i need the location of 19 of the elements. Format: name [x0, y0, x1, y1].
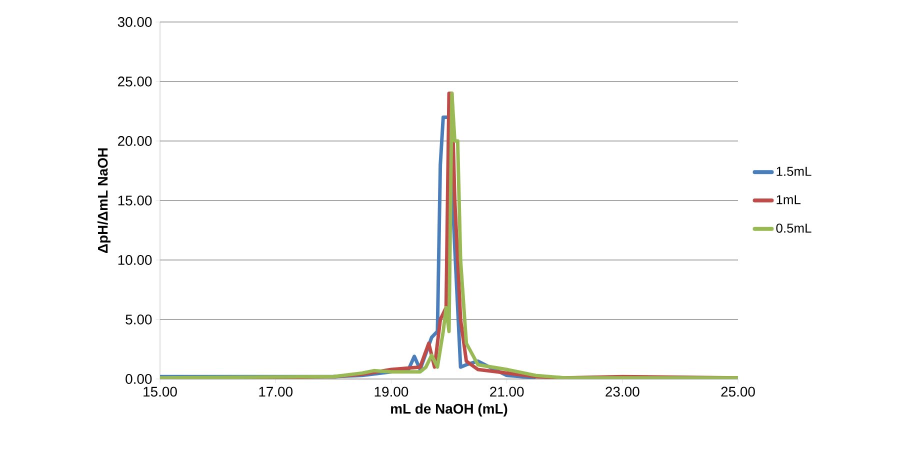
legend-label: 1mL — [776, 195, 801, 204]
y-axis-title: ΔpH/ΔmL NaOH — [97, 148, 110, 253]
y-tick-label: 25.00 — [118, 76, 152, 86]
y-tick-label: 20.00 — [118, 136, 152, 146]
x-tick-label: 21.00 — [490, 386, 524, 397]
x-tick-label: 19.00 — [374, 386, 408, 397]
legend-label: 1.5mL — [776, 166, 812, 176]
y-tick-label: 30.00 — [118, 17, 152, 27]
line-series — [160, 92, 738, 379]
y-tick-label: 0.00 — [126, 374, 152, 384]
x-tick-label: 17.00 — [259, 386, 293, 397]
x-tick-label: 25.00 — [721, 386, 755, 397]
x-tick-label: 15.00 — [144, 386, 177, 397]
y-tick-label: 15.00 — [118, 196, 152, 206]
x-axis-title: mL de NaOH (mL) — [391, 403, 508, 416]
x-tick-label: 23.00 — [606, 386, 640, 397]
y-tick-label: 10.00 — [118, 255, 152, 265]
y-tick-label: 5.00 — [126, 314, 152, 324]
legend-label: 0.5mL — [776, 224, 812, 233]
